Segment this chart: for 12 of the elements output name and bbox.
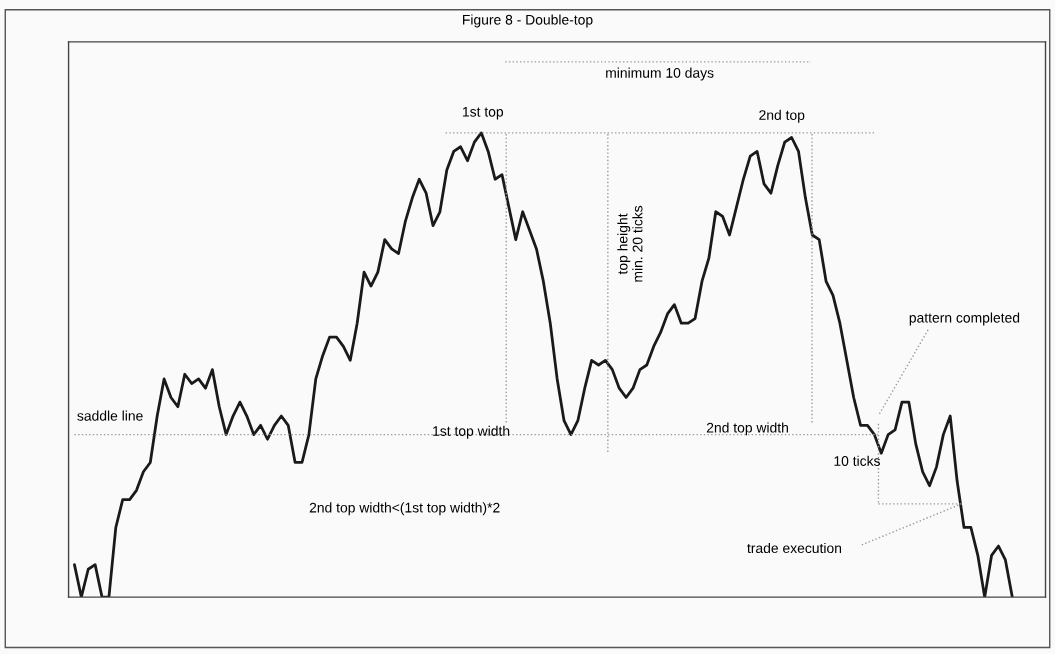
- annotation: 2nd top width<(1st top width)*2: [309, 502, 500, 516]
- annotation: pattern completed: [909, 312, 1020, 326]
- annotation: trade execution: [747, 542, 842, 554]
- text: minimum 10 days: [606, 67, 714, 81]
- text: 1st top: [463, 106, 504, 120]
- text: 2nd top: [759, 109, 805, 123]
- annotation: 2nd top width: [706, 422, 788, 436]
- annotation: top height min. 20 ticks: [617, 205, 643, 282]
- annotation: 10 ticks: [834, 455, 880, 466]
- chart-title: Figure 8 - Double-top: [463, 14, 593, 28]
- ref-line-label: saddle line: [77, 410, 143, 421]
- annotation: 1st top width: [433, 425, 510, 439]
